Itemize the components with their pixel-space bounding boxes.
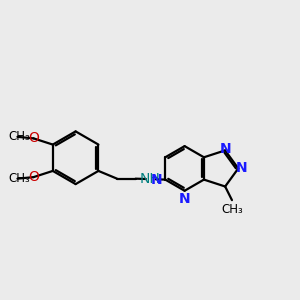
Text: O: O	[28, 170, 39, 184]
Text: N: N	[220, 142, 232, 156]
Text: CH₃: CH₃	[222, 202, 244, 216]
Text: N: N	[179, 192, 190, 206]
Text: CH₃: CH₃	[9, 172, 31, 185]
Text: NH: NH	[140, 172, 161, 186]
Text: O: O	[28, 131, 39, 146]
Text: N: N	[236, 161, 247, 176]
Text: N: N	[151, 172, 163, 187]
Text: CH₃: CH₃	[9, 130, 31, 143]
